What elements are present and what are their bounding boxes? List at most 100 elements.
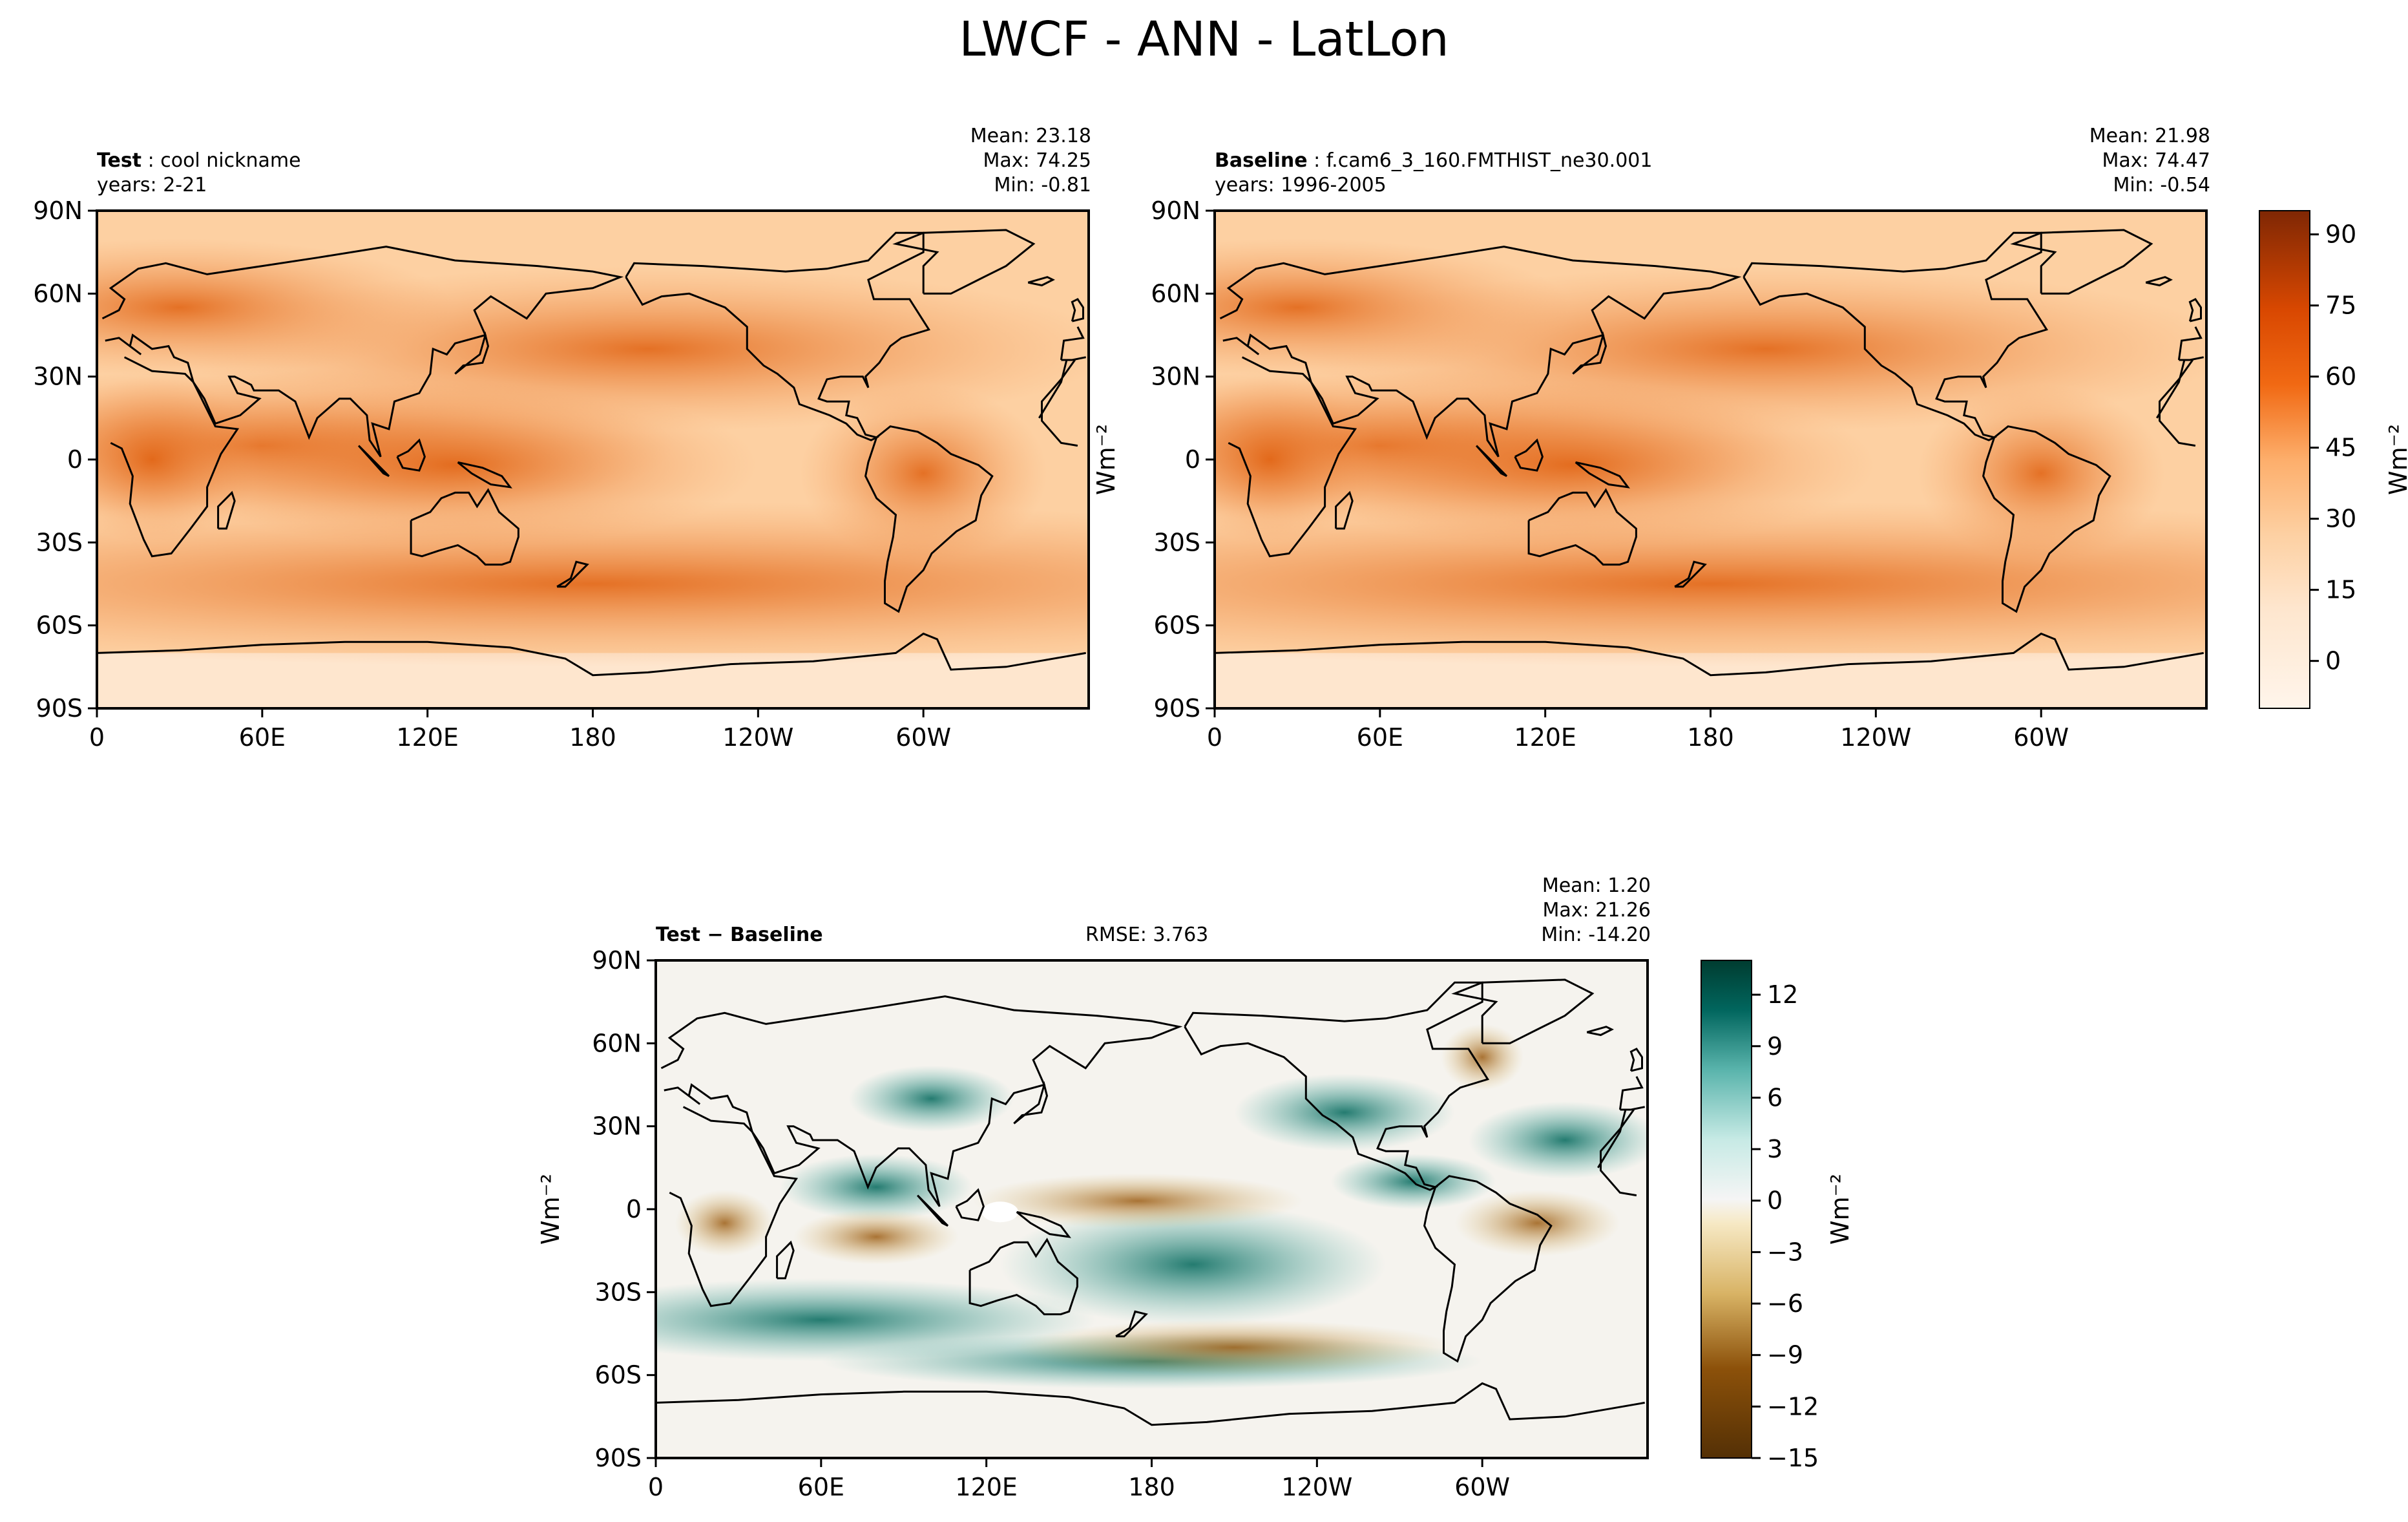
baseline-label: Baseline [1215,149,1308,172]
baseline-ytick-label: 0 [1185,445,1200,474]
test-stat-min: Min: -0.81 [994,174,1092,196]
difference-ytick-label: 60N [592,1029,642,1057]
test-ytick-label: 30S [36,528,83,556]
baseline-stat-max: Max: 74.47 [2102,149,2210,172]
test-coastline [357,445,390,478]
difference-coastline [1451,978,1595,1044]
baseline-ytick-label: 30N [1151,363,1200,391]
figure-title: LWCF - ANN - LatLon [959,12,1449,67]
baseline-stat-mean: Mean: 21.98 [2089,125,2210,147]
test-ytick-label: 90N [33,196,83,225]
difference-field [656,960,1648,1458]
test-ytick-label: 30N [33,363,83,391]
diff-label: Test − Baseline [656,924,823,946]
diff-missing-patch [981,1201,1018,1223]
baseline-ytick-label: 30S [1154,528,1200,556]
baseline-coastline [1475,445,1508,478]
test-xtick-label: 120E [396,723,459,752]
test-coastline [1071,297,1084,322]
difference-ytick-label: 90N [592,946,642,975]
baseline-years: years: 1996-2005 [1215,174,1387,196]
baseline-map: 0 60E 120E 180 120W 60W 90N 60N 30N 0 30S 60S 90S [1151,196,2208,752]
colorbar-diff-tick-label: −15 [1767,1444,1819,1472]
baseline-coastline [2010,229,2153,295]
baseline-coastline [1674,560,1707,588]
difference-xtick-label: 180 [1128,1473,1175,1501]
baseline-xtick-label: 180 [1687,723,1734,752]
baseline-xtick-label: 60W [2013,723,2069,752]
baseline-xtick-label: 120E [1514,723,1576,752]
test-coastline [892,229,1036,295]
test-map: 0 60E 120E 180 120W 60W 90N 60N 30N 0 30S 60S 90S [33,196,1090,752]
difference-ytick-label: 30S [595,1278,642,1306]
difference-xtick-label: 120E [955,1473,1018,1501]
baseline-ytick-label: 90S [1154,694,1200,723]
colorbar-diff-tick-label: −6 [1767,1289,1803,1318]
test-stat-max: Max: 74.25 [983,149,1091,172]
test-coastline [1027,276,1055,287]
difference-xtick-label: 120W [1281,1473,1352,1501]
test-field-blob [97,376,262,543]
difference-coastline [776,1240,795,1280]
baseline-coastline [1215,632,2204,677]
colorbar-diff-tick-label: 12 [1767,980,1798,1009]
baseline-coastline [1982,425,2111,613]
test-ytick-label: 0 [67,445,83,474]
colorbar-orange-label: Wm⁻² [2384,424,2408,495]
colorbar-orange-tick-label: 0 [2325,647,2341,675]
baseline-name: f.cam6_3_160.FMTHIST_ne30.001 [1326,149,1653,172]
baseline-field [1215,211,2206,708]
test-coastline [217,491,236,530]
test-coastline [625,231,931,441]
difference-field-blob [972,1173,1304,1229]
colorbar-diff-label: Wm⁻² [1826,1174,1854,1245]
diff-units-label: Wm⁻² [536,1174,565,1245]
test-name: cool nickname [160,149,301,172]
test-field-blob [97,238,455,377]
colorbar-diff-tick-label: 3 [1767,1135,1783,1163]
test-xtick-label: 60E [239,723,286,752]
baseline-coastline [2188,297,2202,322]
diff-stat-mean: Mean: 1.20 [1542,874,1651,897]
baseline-coastline [1514,438,1544,472]
test-xtick-label: 120W [722,723,793,752]
test-coastline [101,246,1086,458]
difference-coastline [1423,1175,1553,1363]
difference-coastline [669,1106,1637,1307]
colorbar-diff-tick-label: −9 [1767,1341,1803,1369]
test-stat-mean: Mean: 23.18 [970,125,1091,147]
difference-coastline [1115,1310,1148,1338]
baseline-ytick-label: 90N [1151,196,1200,225]
baseline-xtick-label: 60E [1357,723,1403,752]
difference-coastline [1016,1210,1071,1238]
difference-field-blob [1014,1320,1455,1375]
difference-coastline [968,1238,1078,1316]
test-xtick-label: 0 [89,723,105,752]
test-coastline [410,488,519,566]
difference-field-blob [675,1190,775,1256]
colorbar-diff [1701,960,1752,1459]
difference-field-blob [1454,1190,1620,1256]
difference-xtick-label: 60W [1454,1473,1510,1501]
difference-coastline [955,1188,985,1221]
test-coastline [110,356,1078,558]
colorbar-diff-tick-label: 9 [1767,1032,1783,1061]
difference-coastline [916,1194,949,1227]
difference-coastline [656,1382,1645,1426]
difference-coastline [1013,1081,1049,1125]
baseline-stat-min: Min: -0.54 [2113,174,2211,196]
baseline-xtick-label: 0 [1207,723,1222,752]
colorbar-orange-tick-label: 75 [2325,291,2356,320]
test-ytick-label: 60S [36,611,83,640]
difference-coastline [1184,981,1490,1191]
test-ytick-label: 60N [33,279,83,308]
colorbar-orange-tick-label: 15 [2325,576,2356,604]
difference-field-blob [1000,1203,1386,1326]
baseline-field-blob [1215,238,1573,377]
difference-field-blob [1234,1073,1455,1152]
test-coastline [454,331,490,375]
baseline-coastline [1743,231,2049,441]
test-xtick-label: 180 [569,723,616,752]
